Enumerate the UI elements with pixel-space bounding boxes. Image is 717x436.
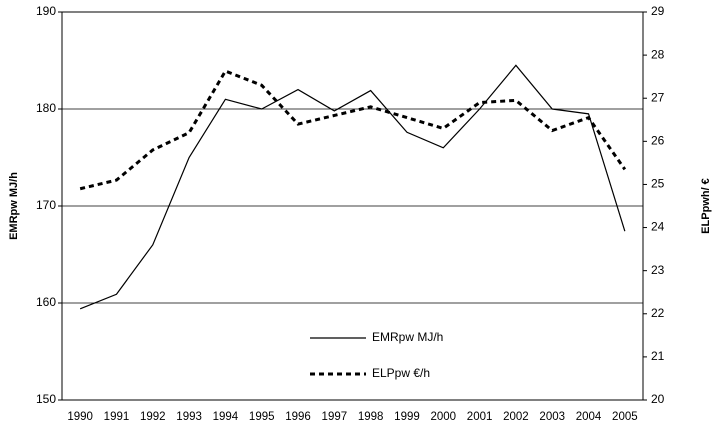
y-tick-label: 150 [36,392,56,406]
x-tick-label: 1991 [104,411,130,423]
series-line [79,69,627,191]
x-tick-label: 2001 [467,411,493,423]
x-tick-label: 1998 [358,411,384,423]
y2-tick-label: 29 [651,4,665,18]
legend-label: ELPpw €/h [372,366,430,380]
y2-tick-label: 22 [651,306,665,320]
y2-tick-label: 24 [651,220,665,234]
x-tick-label: 2005 [612,411,638,423]
y-tick-label: 170 [36,198,56,212]
y2-tick-label: 25 [651,177,665,191]
y2-tick-label: 27 [651,90,665,104]
y2-tick-label: 20 [651,392,665,406]
y2-tick-label: 26 [651,134,665,148]
y2-tick-label: 28 [651,47,665,61]
x-tick-label: 1994 [213,411,239,423]
y-axis-title: EMRpw MJ/h [8,172,20,240]
x-tick-label: 1997 [322,411,348,423]
x-tick-label: 1992 [140,411,166,423]
x-tick-label: 1996 [285,411,311,423]
x-tick-label: 1999 [394,411,420,423]
series-line [79,64,626,310]
y-tick-label: 190 [36,4,56,18]
y2-tick-label: 23 [651,263,665,277]
x-tick-label: 1990 [67,411,93,423]
x-tick-label: 1993 [176,411,202,423]
y2-axis-title: ELPpwh/ € [700,178,712,234]
legend-label: EMRpw MJ/h [372,330,443,344]
x-tick-label: 2002 [503,411,529,423]
x-tick-label: 1995 [249,411,275,423]
plot-frame [61,11,644,401]
y-tick-label: 180 [36,101,56,115]
x-tick-label: 2004 [576,411,602,423]
y2-tick-label: 21 [651,349,665,363]
x-tick-label: 2003 [539,411,565,423]
x-tick-label: 2000 [430,411,456,423]
y-tick-label: 160 [36,295,56,309]
